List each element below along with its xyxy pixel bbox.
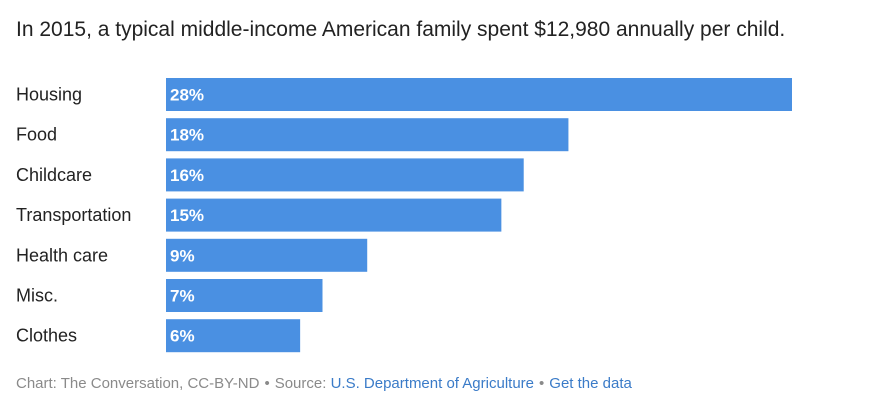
bar-food: [166, 118, 569, 152]
get-the-data-link[interactable]: Get the data: [549, 375, 632, 392]
value-label-misc: 7%: [170, 287, 195, 306]
bar-transportation: [166, 198, 502, 232]
chart-footer: Chart: The Conversation, CC-BY-ND • Source…: [16, 374, 632, 394]
category-label-childcare: Childcare: [16, 165, 92, 185]
bar-housing: [166, 78, 792, 111]
chart-credit: Chart: The Conversation, CC-BY-ND: [16, 375, 260, 392]
chart-title: In 2015, a typical middle-income America…: [16, 18, 786, 41]
category-label-food: Food: [16, 125, 57, 145]
bar-health-care: [166, 238, 368, 272]
category-label-transportation: Transportation: [16, 205, 131, 225]
source-prefix: Source:: [274, 375, 327, 392]
value-label-clothes: 6%: [170, 327, 195, 346]
bar-clothes: [166, 319, 301, 353]
bar-misc: [166, 279, 323, 312]
value-label-food: 18%: [170, 126, 204, 145]
category-label-health-care: Health care: [16, 245, 108, 265]
source-link[interactable]: U.S. Department of Agriculture: [330, 375, 535, 392]
category-label-clothes: Clothes: [16, 326, 77, 346]
footer-separator: •: [264, 375, 270, 392]
bar-childcare: [166, 158, 524, 192]
bar-chart: Housing 28% Food 18% Childcare 16% Transportat…: [16, 78, 792, 353]
value-label-transportation: 15%: [170, 206, 204, 225]
footer-separator-2: •: [539, 375, 545, 392]
category-label-misc: Misc.: [16, 286, 58, 306]
value-label-childcare: 16%: [170, 166, 204, 185]
value-label-housing: 28%: [170, 86, 204, 105]
category-label-housing: Housing: [16, 85, 82, 105]
value-label-health-care: 9%: [170, 246, 195, 265]
